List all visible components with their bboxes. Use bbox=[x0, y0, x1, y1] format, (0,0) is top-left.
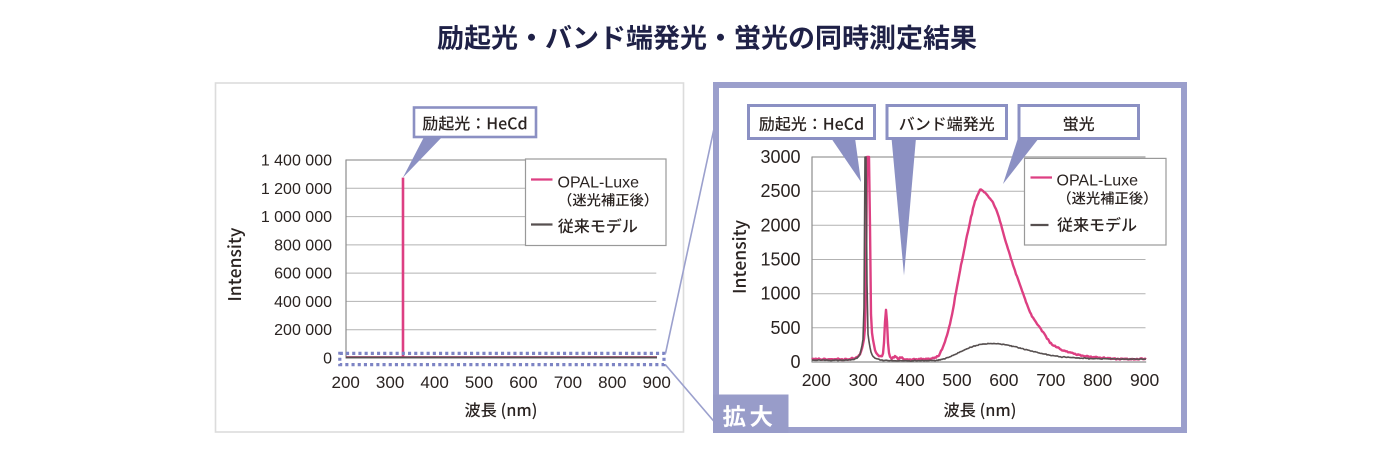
svg-text:500: 500 bbox=[770, 318, 800, 338]
svg-text:600 000: 600 000 bbox=[274, 266, 332, 283]
svg-text:1 200 000: 1 200 000 bbox=[261, 181, 332, 198]
svg-text:400: 400 bbox=[420, 373, 448, 392]
svg-text:900: 900 bbox=[643, 373, 671, 392]
svg-text:2000: 2000 bbox=[760, 215, 800, 235]
svg-text:700: 700 bbox=[1036, 370, 1065, 390]
svg-text:800: 800 bbox=[598, 373, 626, 392]
svg-text:0: 0 bbox=[323, 351, 332, 368]
svg-text:400 000: 400 000 bbox=[274, 294, 332, 311]
svg-text:600: 600 bbox=[509, 373, 537, 392]
svg-text:200: 200 bbox=[802, 370, 831, 390]
svg-text:1500: 1500 bbox=[760, 250, 800, 270]
svg-text:2500: 2500 bbox=[760, 181, 800, 201]
svg-text:300: 300 bbox=[849, 370, 878, 390]
svg-text:500: 500 bbox=[942, 370, 971, 390]
svg-text:1 000 000: 1 000 000 bbox=[261, 209, 332, 226]
svg-text:1 400 000: 1 400 000 bbox=[261, 153, 332, 170]
svg-text:800 000: 800 000 bbox=[274, 237, 332, 254]
svg-text:700: 700 bbox=[554, 373, 582, 392]
svg-text:800: 800 bbox=[1083, 370, 1112, 390]
svg-text:OPAL-Luxe: OPAL-Luxe bbox=[558, 174, 640, 191]
svg-text:1000: 1000 bbox=[760, 284, 800, 304]
svg-text:OPAL-Luxe: OPAL-Luxe bbox=[1057, 172, 1139, 189]
svg-text:200 000: 200 000 bbox=[274, 322, 332, 339]
svg-text:600: 600 bbox=[989, 370, 1018, 390]
svg-text:0: 0 bbox=[790, 352, 800, 372]
svg-text:200: 200 bbox=[332, 373, 360, 392]
svg-text:300: 300 bbox=[376, 373, 404, 392]
svg-text:500: 500 bbox=[465, 373, 493, 392]
svg-text:400: 400 bbox=[895, 370, 924, 390]
svg-text:3000: 3000 bbox=[760, 147, 800, 167]
svg-text:900: 900 bbox=[1130, 370, 1159, 390]
